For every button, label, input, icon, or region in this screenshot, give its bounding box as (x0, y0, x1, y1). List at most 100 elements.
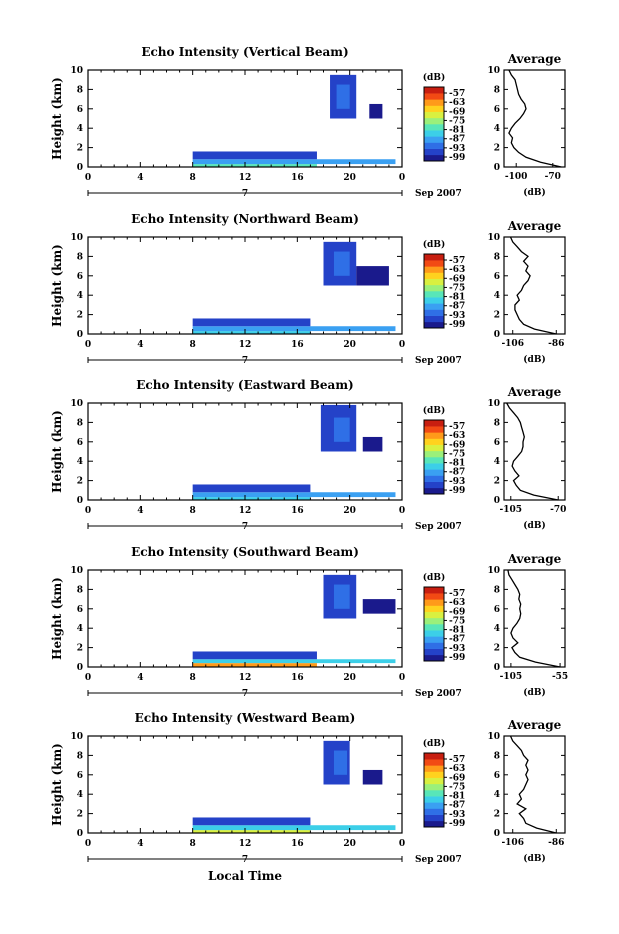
colorbar-unit: (dB) (423, 405, 445, 416)
x-tick-label: 16 (291, 506, 304, 516)
x-tick-label: 4 (137, 506, 143, 516)
colorbar-tick-label: -93 (449, 144, 465, 154)
colorbar-swatch (424, 284, 444, 292)
echo-region (333, 417, 350, 442)
profile-frame (503, 236, 566, 335)
profile-x-tick-label: -86 (548, 838, 564, 848)
colorbar-tick-label: -99 (449, 653, 465, 663)
profile-y-tick-label: 8 (494, 252, 500, 262)
colorbar-tick-label: -57 (449, 256, 465, 266)
x-tick-label: 20 (343, 839, 356, 849)
colorbar-swatch (424, 457, 444, 464)
colorbar-tick-label: -93 (449, 311, 465, 321)
x-tick-label: 12 (239, 839, 252, 849)
echo-region (362, 599, 396, 614)
colorbar-tick-label: -63 (449, 764, 465, 774)
y-tick-label: 6 (77, 771, 83, 781)
profile-line (508, 69, 562, 168)
colorbar-swatch (424, 142, 444, 149)
y-tick-label: 4 (77, 790, 83, 800)
profile-frame (503, 569, 566, 668)
echo-region (192, 484, 311, 493)
colorbar-tick-label: -93 (449, 810, 465, 820)
echo-region (192, 830, 311, 833)
profile-y-tick-label: 10 (487, 399, 500, 409)
x-tick-label: 20 (343, 673, 356, 683)
x-tick-label: 4 (137, 673, 143, 683)
y-axis-label: Height (km) (50, 244, 64, 327)
y-tick-label: 10 (70, 233, 83, 243)
y-tick-label: 6 (77, 605, 83, 615)
y-tick-label: 2 (77, 644, 83, 654)
x-tick-label: 16 (291, 340, 304, 350)
profile-x-tick-label: -70 (550, 505, 566, 515)
y-axis-label: Height (km) (50, 410, 64, 493)
y-tick-label: 10 (70, 66, 83, 76)
profile-y-tick-label: 8 (494, 585, 500, 595)
profile-y-tick-label: 2 (494, 477, 500, 487)
x-tick-label: 8 (190, 673, 196, 683)
colorbar-swatch (424, 753, 444, 760)
date-marker: 7 (242, 855, 248, 865)
profile-x-tick-label: -100 (505, 172, 528, 182)
colorbar-swatch (424, 808, 444, 815)
colorbar-swatch (424, 777, 444, 785)
date-label: Sep 2007 (415, 855, 462, 865)
profile-y-tick-label: 4 (494, 291, 500, 301)
colorbar-tick-label: -63 (449, 598, 465, 608)
date-marker: 7 (242, 689, 248, 699)
colorbar-unit: (dB) (423, 72, 445, 83)
y-tick-label: 8 (77, 418, 83, 428)
profile-x-tick-label: -105 (500, 672, 523, 682)
profile-title: Average (507, 552, 562, 566)
echo-region (333, 750, 348, 775)
x-tick-label: 0 (399, 673, 405, 683)
colorbar-tick-label: -57 (449, 89, 465, 99)
x-tick-label: 16 (291, 673, 304, 683)
colorbar-tick-label: -99 (449, 320, 465, 330)
profile-x-tick-label: -105 (500, 505, 523, 515)
date-label: Sep 2007 (415, 522, 462, 532)
profile-line (507, 569, 561, 668)
colorbar-tick-label: -57 (449, 589, 465, 599)
profile-y-tick-label: 6 (494, 105, 500, 115)
colorbar-swatch (424, 278, 444, 286)
x-tick-label: 0 (85, 839, 91, 849)
colorbar-tick-label: -87 (449, 302, 465, 312)
profile-x-label: (dB) (523, 187, 545, 198)
profile-y-tick-label: 0 (494, 330, 500, 340)
profile-y-tick-label: 4 (494, 124, 500, 134)
y-tick-label: 10 (70, 566, 83, 576)
profile-y-tick-label: 0 (494, 163, 500, 173)
y-tick-label: 4 (77, 291, 83, 301)
colorbar-tick-label: -75 (449, 116, 465, 126)
echo-region (192, 318, 311, 327)
y-tick-label: 6 (77, 105, 83, 115)
colorbar-swatch (424, 820, 444, 828)
colorbar-swatch (424, 315, 444, 323)
panel-title: Echo Intensity (Southward Beam) (131, 545, 359, 559)
x-tick-label: 4 (137, 340, 143, 350)
echo-region (192, 331, 311, 334)
y-axis-label: Height (km) (50, 743, 64, 826)
colorbar-swatch (424, 475, 444, 482)
colorbar-tick-label: -81 (449, 126, 465, 136)
colorbar-swatch (424, 272, 444, 279)
x-tick-label: 16 (291, 173, 304, 183)
echo-region (336, 84, 350, 109)
colorbar-tick-label: -99 (449, 153, 465, 163)
x-tick-label: 0 (85, 673, 91, 683)
colorbar-swatch (424, 617, 444, 625)
colorbar-swatch (424, 481, 444, 489)
colorbar-tick-label: -69 (449, 274, 465, 284)
colorbar-swatch (424, 297, 444, 304)
profile-x-label: (dB) (523, 687, 545, 698)
x-tick-label: 4 (137, 173, 143, 183)
y-axis-label: Height (km) (50, 577, 64, 660)
colorbar-tick-label: -93 (449, 477, 465, 487)
colorbar-swatch (424, 802, 444, 809)
colorbar-swatch (424, 759, 444, 766)
profile-y-tick-label: 10 (487, 233, 500, 243)
echo-region (192, 151, 317, 160)
